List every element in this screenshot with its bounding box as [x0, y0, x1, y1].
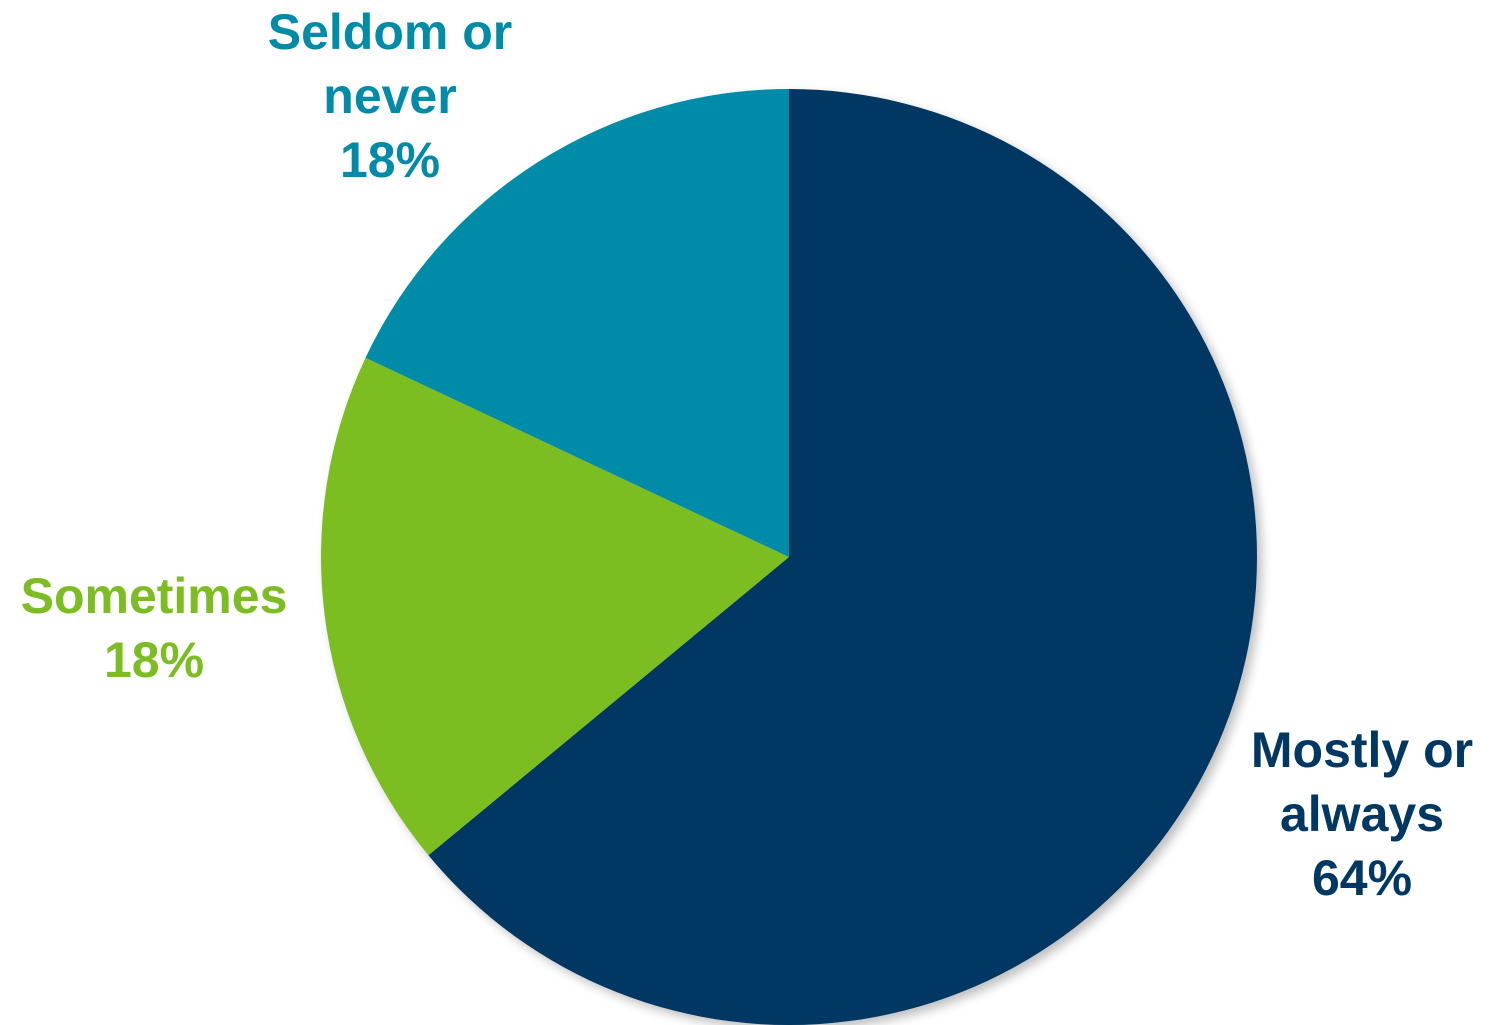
label-text-line: Seldom or	[267, 4, 513, 60]
label-percent: 64%	[1311, 850, 1413, 906]
pie-slices	[321, 89, 1258, 1025]
slice-mostly-or-always[interactable]	[428, 89, 1258, 1025]
label-percent: 18%	[339, 132, 441, 188]
label-text-line: Mostly or	[1250, 722, 1474, 778]
data-label-mostly-or-always: Mostly or always 64%	[1251, 718, 1473, 910]
slice-seldom-or-never[interactable]	[365, 89, 789, 557]
slice-sometimes[interactable]	[321, 357, 789, 856]
label-text-line: always	[1279, 786, 1444, 842]
label-text-line: never	[323, 68, 457, 124]
label-text-line: Sometimes	[20, 568, 288, 624]
label-percent: 18%	[103, 632, 205, 688]
data-label-sometimes: Sometimes 18%	[21, 564, 288, 692]
data-label-seldom-or-never: Seldom or never 18%	[268, 0, 512, 192]
